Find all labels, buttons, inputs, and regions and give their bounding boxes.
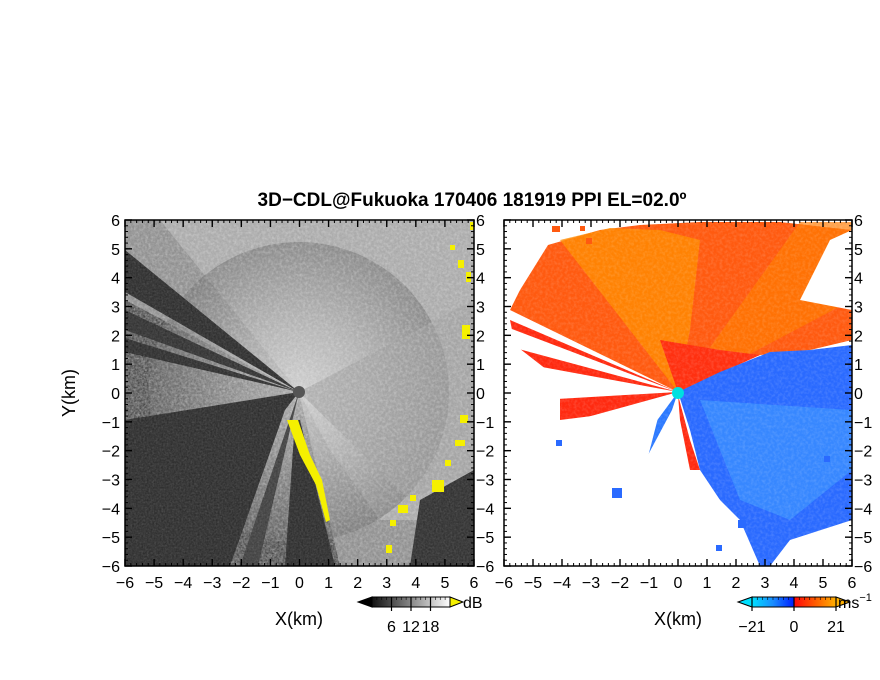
colorbar-tick-label: 21 — [827, 619, 845, 636]
y-tick-label: 0 — [476, 386, 485, 403]
x-tick-label: 3 — [761, 575, 770, 592]
x-tick-label: −4 — [174, 575, 192, 592]
colorbar-tick-label: 18 — [422, 619, 440, 636]
y-tick-label: 5 — [854, 242, 863, 259]
x-tick-label: −1 — [640, 575, 658, 592]
x-tick-label: −5 — [145, 575, 163, 592]
x-tick-label: 3 — [382, 575, 391, 592]
y-tick-label: −5 — [854, 530, 872, 547]
colorbar-tick-label: 6 — [387, 619, 396, 636]
x-tick-label: −2 — [232, 575, 250, 592]
y-tick-label: 6 — [476, 213, 485, 230]
overflow-pixels — [287, 222, 474, 553]
y-tick-label: 4 — [476, 271, 485, 288]
y-tick-label: 2 — [476, 328, 485, 345]
y-tick-label: 1 — [854, 357, 863, 374]
y-tick-label: −2 — [476, 444, 494, 461]
x-tick-label: 5 — [440, 575, 449, 592]
x-tick-label: 0 — [674, 575, 683, 592]
y-tick-label: 5 — [476, 242, 485, 259]
y-tick-label: 3 — [854, 300, 863, 317]
reflectivity-xlabel: X(km) — [275, 609, 323, 629]
x-tick-label: 4 — [790, 575, 799, 592]
velocity-colorbar: −21 0 21 ms−1 — [736, 592, 872, 636]
velocity-xlabel: X(km) — [654, 609, 702, 629]
reflectivity-image — [125, 220, 474, 566]
y-tick-label: 2 — [111, 328, 120, 345]
velocity-colorbar-unit-exponent: −1 — [859, 592, 872, 604]
y-tick-label: −6 — [854, 559, 872, 576]
x-tick-label: 1 — [324, 575, 333, 592]
y-tick-label: 4 — [854, 271, 863, 288]
y-tick-label: 3 — [111, 300, 120, 317]
radar-site-marker — [672, 387, 684, 399]
reflectivity-ylabel: Y(km) — [59, 369, 79, 417]
y-tick-label: 5 — [111, 242, 120, 259]
y-tick-label: 1 — [476, 357, 485, 374]
y-tick-label: −4 — [854, 501, 872, 518]
y-tick-label: 0 — [111, 386, 120, 403]
x-tick-label: −6 — [116, 575, 134, 592]
y-tick-label: −2 — [102, 444, 120, 461]
colorbar-tick-label: −21 — [738, 619, 765, 636]
y-tick-label: 2 — [854, 328, 863, 345]
y-tick-label: −1 — [476, 415, 494, 432]
y-tick-label: −3 — [476, 473, 494, 490]
colorbar-tick-label: 0 — [790, 619, 799, 636]
chart-title: 3D−CDL@Fukuoka 170406 181919 PPI EL=02.0… — [258, 190, 687, 211]
radar-site-marker — [293, 386, 305, 398]
y-tick-label: 6 — [854, 213, 863, 230]
x-tick-label: 6 — [848, 575, 857, 592]
y-tick-label: 6 — [111, 213, 120, 230]
y-tick-label: −3 — [102, 473, 120, 490]
velocity-colorbar-unit: ms — [838, 595, 859, 612]
x-tick-label: −5 — [524, 575, 542, 592]
x-tick-label: 6 — [470, 575, 479, 592]
x-tick-label: −6 — [495, 575, 513, 592]
x-tick-label: −3 — [203, 575, 221, 592]
x-tick-label: 4 — [411, 575, 420, 592]
velocity-colorbar-unit-label: ms−1 — [838, 592, 872, 612]
y-tick-label: −4 — [476, 501, 494, 518]
y-tick-label: −4 — [102, 501, 120, 518]
y-tick-label: −3 — [854, 473, 872, 490]
x-tick-label: 2 — [732, 575, 741, 592]
x-tick-label: 1 — [703, 575, 712, 592]
velocity-image — [504, 220, 852, 566]
colorbar-tick-label: 12 — [402, 619, 420, 636]
reflectivity-colorbar-unit: dB — [463, 595, 483, 612]
x-tick-label: −3 — [582, 575, 600, 592]
y-tick-label: −5 — [102, 530, 120, 547]
x-tick-label: −1 — [261, 575, 279, 592]
y-tick-label: −5 — [476, 530, 494, 547]
y-tick-label: 4 — [111, 271, 120, 288]
x-tick-label: −2 — [611, 575, 629, 592]
y-tick-label: −1 — [102, 415, 120, 432]
y-tick-label: −6 — [102, 559, 120, 576]
x-tick-label: 5 — [819, 575, 828, 592]
y-tick-label: −2 — [854, 444, 872, 461]
x-tick-label: 0 — [295, 575, 304, 592]
y-tick-label: −6 — [476, 559, 494, 576]
y-tick-label: 1 — [111, 357, 120, 374]
x-tick-label: −4 — [553, 575, 571, 592]
y-tick-label: 3 — [476, 300, 485, 317]
reflectivity-colorbar: 6 12 18 dB — [356, 595, 483, 636]
y-tick-label: −1 — [854, 415, 872, 432]
x-tick-label: 2 — [353, 575, 362, 592]
y-tick-label: 0 — [854, 386, 863, 403]
reflectivity-panel: −6 −5 −4 −3 −2 −1 0 1 2 3 4 5 6−6 −6−5 −5−4 −4−3 −3−2 −2−… — [59, 213, 494, 629]
